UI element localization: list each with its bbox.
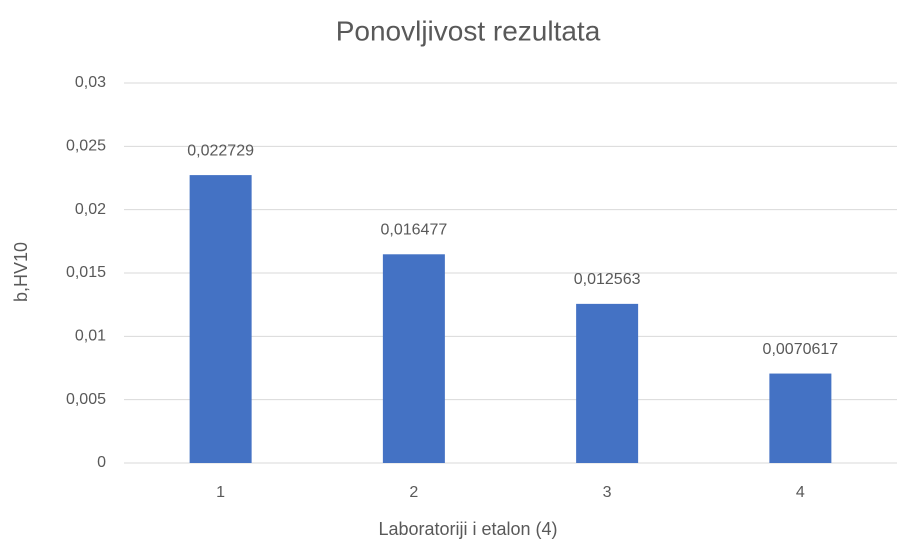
bar — [382, 254, 445, 463]
y-axis-label: b,HV10 — [11, 242, 31, 302]
x-tick-label: 4 — [796, 484, 805, 501]
value-label: 0,016477 — [381, 222, 448, 239]
x-tick-label: 2 — [409, 484, 418, 501]
value-label: 0,012563 — [574, 271, 641, 288]
y-tick-label: 0,03 — [75, 74, 106, 91]
value-label: 0,0070617 — [763, 341, 839, 358]
bar — [769, 373, 832, 463]
y-tick-label: 0,01 — [75, 328, 106, 345]
x-tick-label: 3 — [603, 484, 612, 501]
y-tick-label: 0,015 — [66, 264, 106, 281]
y-tick-label: 0,02 — [75, 201, 106, 218]
x-axis-label: Laboratoriji i etalon (4) — [378, 519, 557, 539]
x-tick-label: 1 — [216, 484, 225, 501]
bar — [189, 175, 252, 463]
chart-title: Ponovljivost rezultata — [336, 15, 601, 46]
y-tick-label: 0 — [97, 454, 106, 471]
bar — [576, 303, 639, 463]
y-tick-label: 0,005 — [66, 391, 106, 408]
y-tick-label: 0,025 — [66, 138, 106, 155]
value-label: 0,022729 — [187, 142, 254, 159]
